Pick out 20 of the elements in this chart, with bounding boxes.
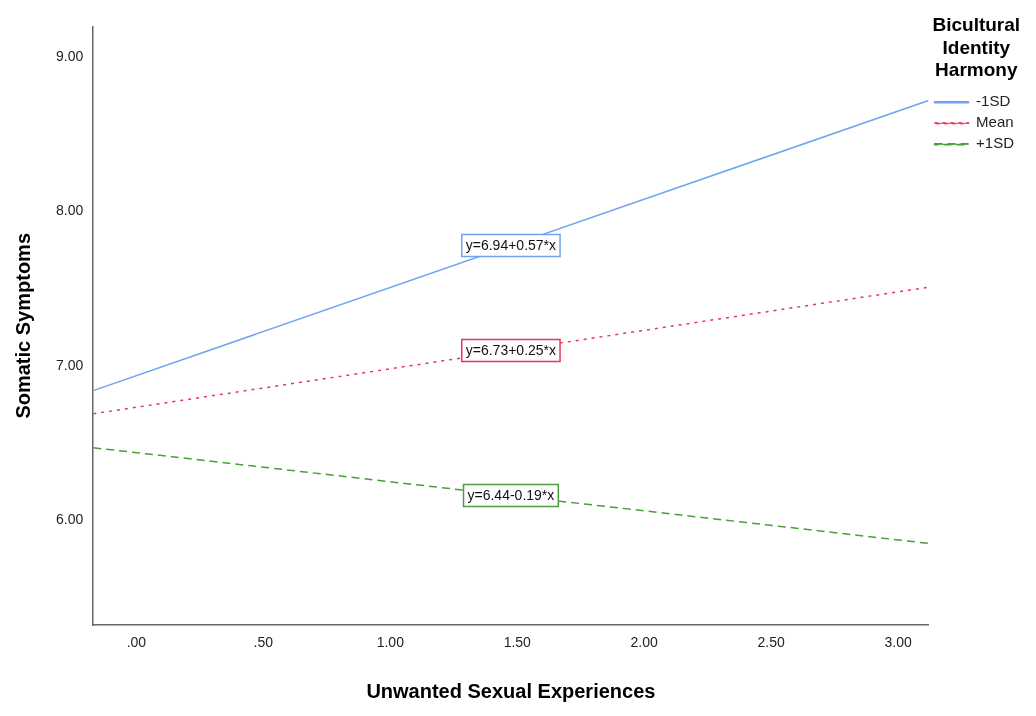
x-tick-label: 1.50 — [503, 634, 532, 651]
legend-title: Bicultural Identity Harmony — [932, 13, 1021, 81]
x-tick-label: 2.50 — [757, 634, 785, 651]
x-tick-label: .00 — [126, 634, 147, 651]
annotation: y=6.94+0.57*x — [465, 237, 557, 254]
x-tick-label: .50 — [253, 634, 274, 651]
y-tick-label: 9.00 — [56, 48, 84, 65]
y-tick-label: 7.00 — [56, 356, 84, 373]
legend-label: -1SD — [976, 92, 1011, 110]
y-tick-label: 6.00 — [56, 511, 84, 528]
legend-label: Mean — [976, 113, 1014, 131]
x-tick-label: 1.00 — [376, 634, 405, 651]
x-tick-label: 3.00 — [884, 634, 912, 651]
x-axis-title: Unwanted Sexual Experiences — [366, 679, 656, 702]
annotation: y=6.44-0.19*x — [467, 487, 555, 504]
legend-label: +1SD — [976, 134, 1015, 152]
x-tick-label: 2.00 — [630, 634, 659, 651]
annotation: y=6.73+0.25*x — [465, 342, 557, 359]
y-tick-label: 8.00 — [56, 202, 84, 219]
y-axis-title: Somatic Symptoms — [11, 233, 34, 419]
